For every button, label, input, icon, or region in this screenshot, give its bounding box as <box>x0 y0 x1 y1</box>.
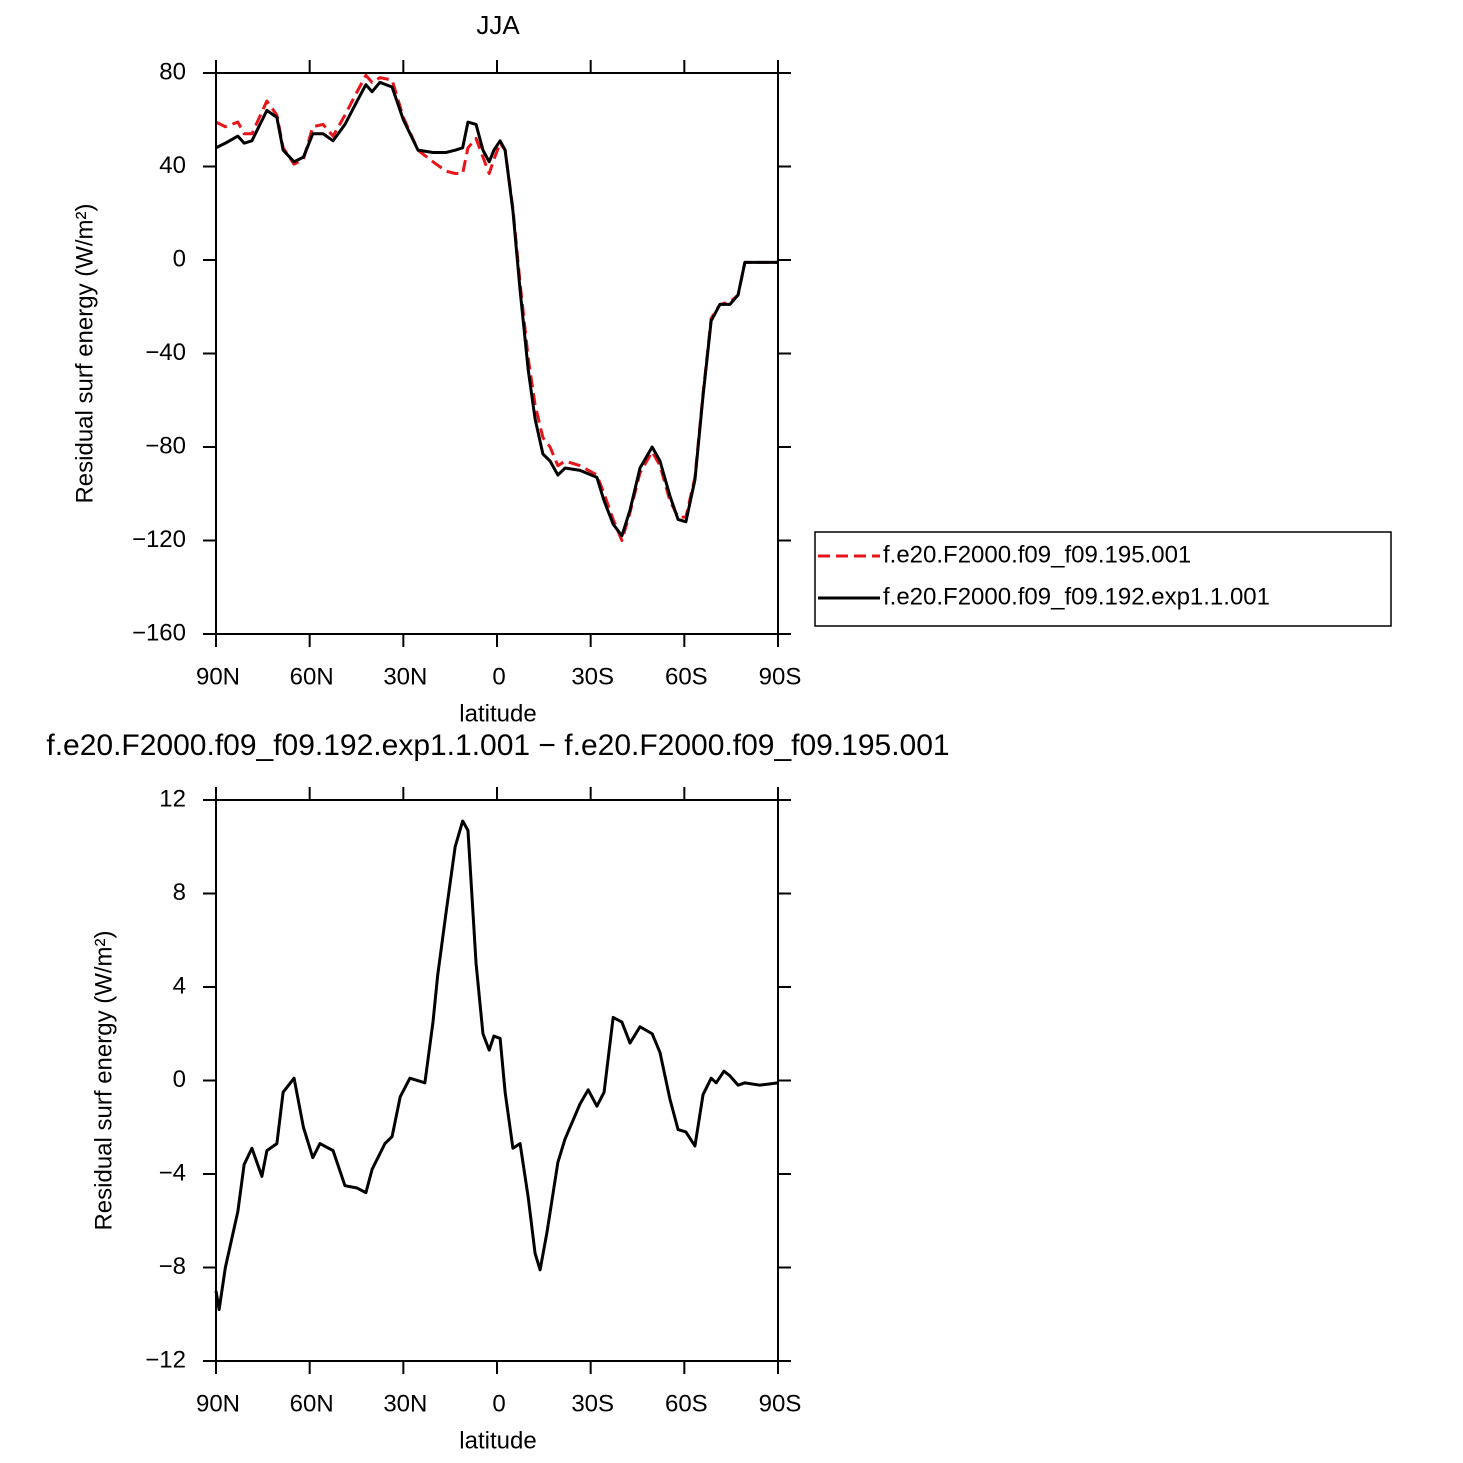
x-tick-label: 30S <box>571 1390 614 1417</box>
x-tick-label: 90S <box>759 663 802 690</box>
x-axis-label: latitude <box>459 1427 536 1454</box>
y-axis-label: Residual surf energy (W/m²) <box>90 930 117 1230</box>
data-line <box>214 819 779 1312</box>
x-tick-label: 60N <box>290 1390 334 1417</box>
chart-title: f.e20.F2000.f09_f09.192.exp1.1.001 − f.e… <box>46 729 949 762</box>
x-tick-label: 90S <box>759 1390 802 1417</box>
y-tick-label: 0 <box>173 1066 186 1093</box>
y-tick-label: −80 <box>145 432 186 459</box>
y-tick-label: −4 <box>159 1159 186 1186</box>
legend-box <box>814 531 1392 627</box>
y-tick-label: −40 <box>145 339 186 366</box>
y-tick-label: −160 <box>132 619 186 646</box>
x-axis-label: latitude <box>459 700 536 727</box>
y-axis-label: Residual surf energy (W/m²) <box>71 203 98 503</box>
y-tick-label: 40 <box>159 152 186 179</box>
legend-label: f.e20.F2000.f09_f09.192.exp1.1.001 <box>883 583 1270 610</box>
y-tick-label: 12 <box>159 785 186 812</box>
x-tick-label: 0 <box>492 1390 505 1417</box>
x-tick-label: 30N <box>383 1390 427 1417</box>
y-tick-label: 80 <box>159 58 186 85</box>
x-tick-label: 60N <box>290 663 334 690</box>
x-tick-label: 60S <box>665 1390 708 1417</box>
y-tick-label: 4 <box>173 972 186 999</box>
y-tick-label: 0 <box>173 245 186 272</box>
data-line <box>215 80 778 538</box>
chart-title: JJA <box>476 10 520 40</box>
x-tick-label: 30S <box>571 663 614 690</box>
x-tick-label: 90N <box>196 663 240 690</box>
y-tick-label: −120 <box>132 526 186 553</box>
plot-frame <box>215 799 779 1362</box>
legend-label: f.e20.F2000.f09_f09.195.001 <box>883 541 1191 568</box>
x-tick-label: 90N <box>196 1390 240 1417</box>
x-tick-label: 0 <box>492 663 505 690</box>
x-tick-label: 30N <box>383 663 427 690</box>
y-tick-label: −8 <box>159 1253 186 1280</box>
y-tick-label: 8 <box>173 879 186 906</box>
x-tick-label: 60S <box>665 663 708 690</box>
y-tick-label: −12 <box>145 1346 186 1373</box>
